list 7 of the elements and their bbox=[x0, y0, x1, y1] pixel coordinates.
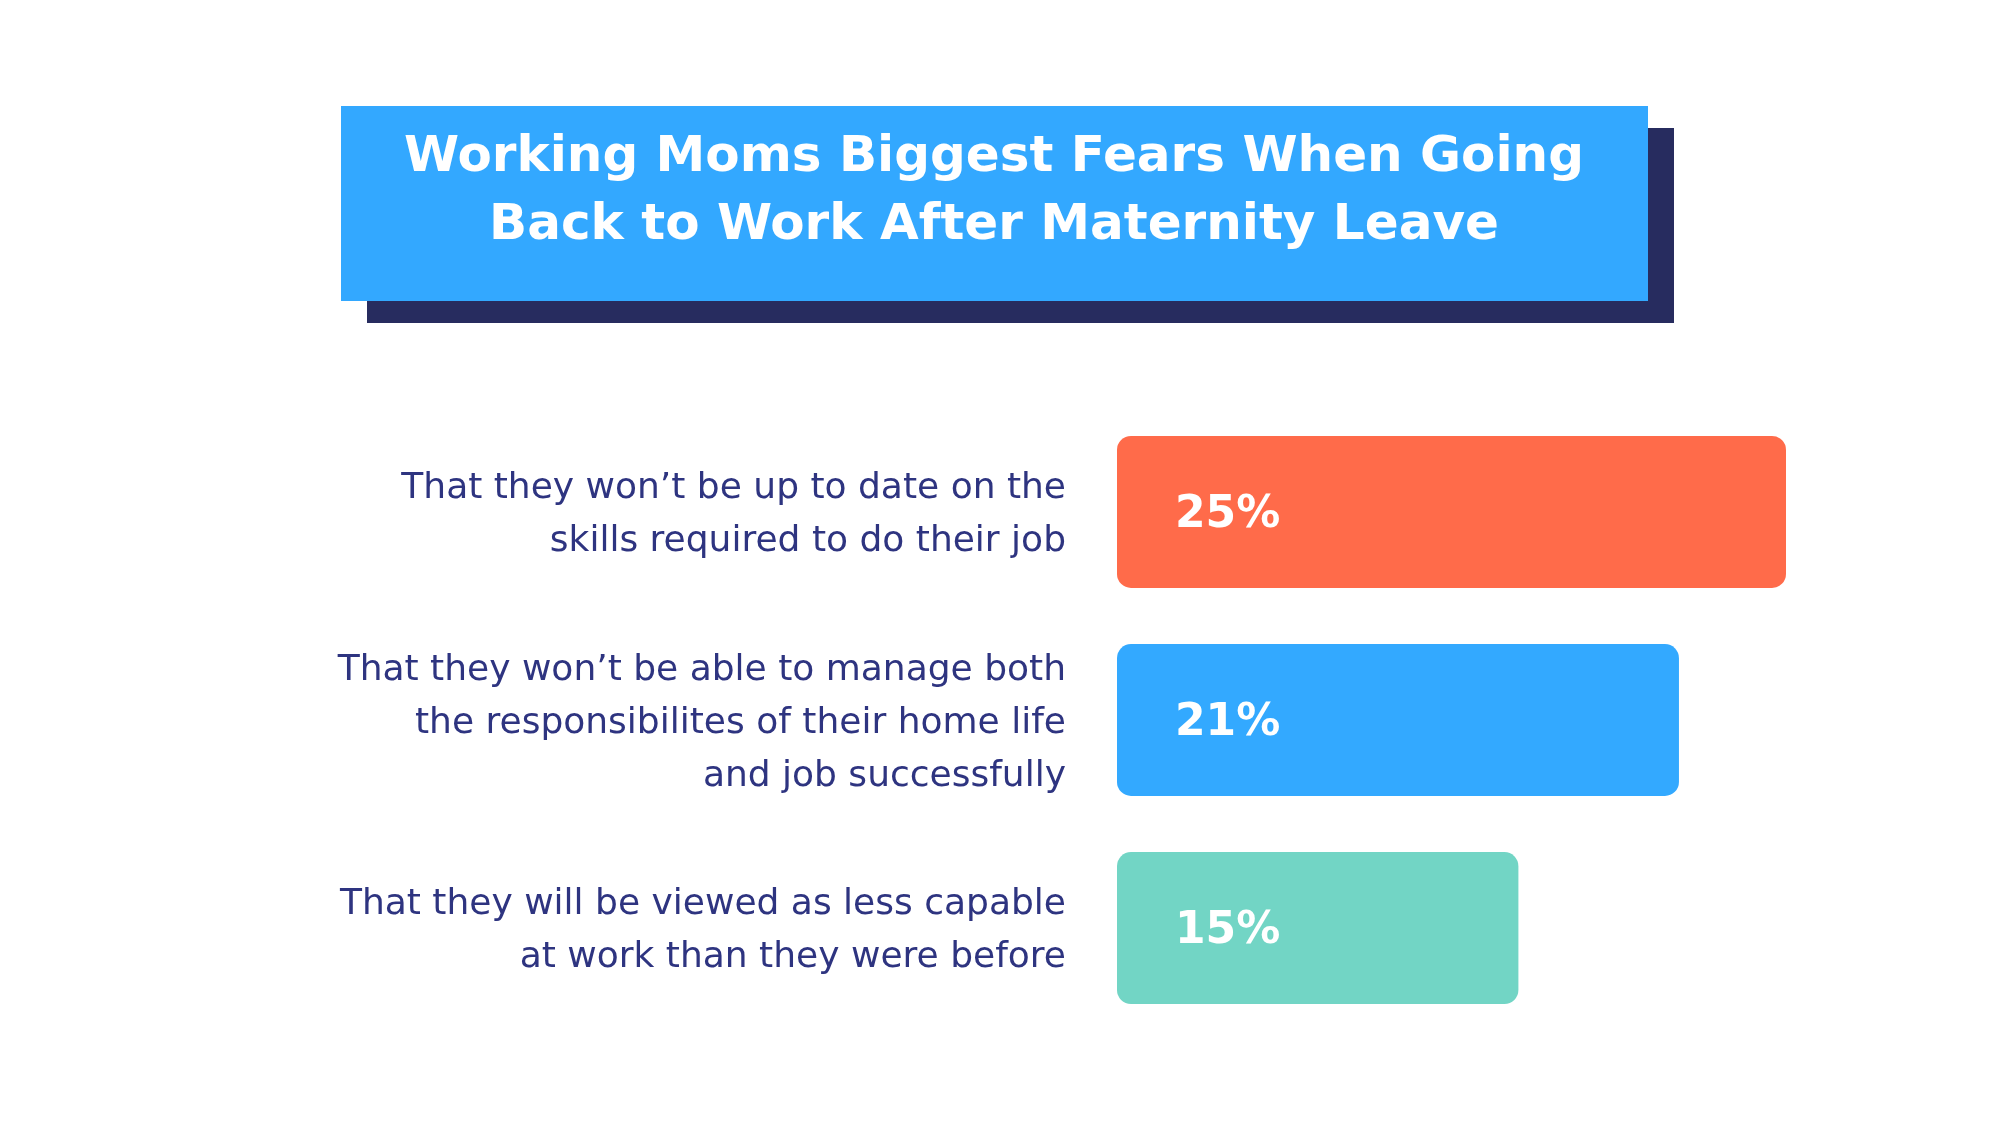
data-label: 25% bbox=[1175, 486, 1281, 538]
data-label: 21% bbox=[1175, 694, 1281, 746]
y-tick-label: That they will be viewed as less capable at work than they were before bbox=[338, 881, 1066, 976]
data-label: 15% bbox=[1175, 902, 1281, 954]
y-tick-label: That they won’t be able to manage both the responsibilites of their home life and job successfully bbox=[336, 646, 1066, 794]
chart-title: Working Moms Biggest Fears When Going Back to Work After Maternity Leave bbox=[404, 125, 1584, 251]
y-tick-label: That they won’t be up to date on the skills required to do their job bbox=[400, 465, 1066, 560]
